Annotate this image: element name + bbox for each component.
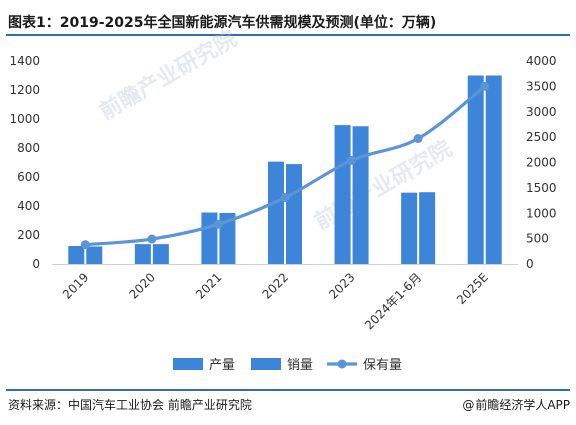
- legend-swatch-point: [337, 359, 347, 369]
- y-left-tick-label: 800: [17, 141, 40, 155]
- stock-point: [413, 134, 423, 144]
- y-right-tick-label: 500: [526, 232, 549, 246]
- stock-point: [147, 234, 157, 244]
- sales-bar: [419, 192, 436, 264]
- y-right-tick-label: 1500: [526, 181, 557, 195]
- sales-bar: [286, 164, 302, 264]
- sales-bar: [485, 75, 502, 264]
- legend-swatch-bar: [251, 358, 281, 370]
- y-left-tick-label: 1400: [9, 54, 40, 68]
- sales-bar: [352, 126, 369, 264]
- x-tick-label: 2021: [193, 270, 224, 301]
- y-right-tick-label: 4000: [526, 54, 557, 68]
- y-right-tick-label: 0: [526, 257, 534, 271]
- x-tick-label: 2024年1-6月: [362, 270, 424, 332]
- x-tick-label: 2019: [60, 270, 91, 301]
- legend-swatch-bar: [173, 358, 203, 370]
- stock-point: [213, 219, 223, 229]
- y-left-tick-label: 1200: [9, 83, 40, 97]
- production-bar: [334, 125, 351, 264]
- x-tick-label: 2025E: [454, 270, 491, 307]
- x-tick-label: 2022: [260, 270, 291, 301]
- x-tick-label: 2020: [126, 270, 157, 301]
- legend-label: 销量: [287, 358, 313, 373]
- y-right-tick-label: 1000: [526, 206, 557, 220]
- watermark-text: 前瞻产业研究院: [95, 26, 241, 126]
- y-right-tick-label: 3500: [526, 79, 557, 93]
- x-tick-label: 2023: [326, 270, 357, 301]
- y-left-tick-label: 400: [17, 199, 40, 213]
- production-bar: [268, 161, 284, 264]
- footer-divider: [6, 389, 570, 391]
- y-right-tick-label: 2000: [526, 156, 557, 170]
- y-right-tick-label: 3000: [526, 105, 557, 119]
- stock-line-layer: [80, 81, 490, 250]
- chart-title: 图表1：2019-2025年全国新能源汽车供需规模及预测(单位：万辆): [8, 15, 437, 31]
- legend-label: 产量: [209, 358, 235, 373]
- bars: [68, 75, 502, 264]
- y-left-tick-label: 0: [32, 257, 40, 271]
- production-bar: [68, 246, 85, 264]
- stock-point: [280, 193, 290, 203]
- y-right-tick-label: 2500: [526, 130, 557, 144]
- stock-point: [347, 155, 357, 165]
- source-note: 资料来源：中国汽车工业协会 前瞻产业研究院: [8, 398, 252, 412]
- stock-point: [480, 81, 490, 91]
- production-bar: [467, 75, 484, 264]
- production-bar: [401, 192, 418, 264]
- title-divider: [6, 34, 570, 36]
- y-left-tick-label: 200: [17, 228, 40, 242]
- sales-bar: [152, 244, 169, 264]
- sales-bar: [219, 212, 236, 264]
- brand-label: 前瞻经济学人APP: [475, 398, 570, 412]
- legend: 产量 销量 保有量: [173, 358, 402, 373]
- production-bar: [134, 244, 151, 264]
- production-bar: [201, 212, 218, 264]
- sales-bar: [86, 246, 103, 264]
- y-left-tick-label: 1000: [9, 112, 40, 126]
- legend-label: 保有量: [363, 358, 402, 373]
- brand-credit: @前瞻经济学人APP: [462, 396, 570, 413]
- y-left-tick-label: 600: [17, 170, 40, 184]
- at-icon: @: [462, 398, 475, 412]
- stock-point: [80, 240, 90, 250]
